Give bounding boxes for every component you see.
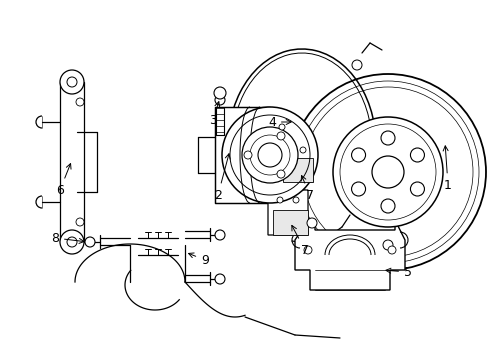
Polygon shape — [283, 158, 312, 182]
Circle shape — [276, 170, 285, 178]
Circle shape — [351, 182, 365, 196]
Polygon shape — [267, 190, 307, 235]
Polygon shape — [294, 220, 404, 290]
Polygon shape — [272, 210, 307, 235]
Circle shape — [67, 237, 77, 247]
Text: 6: 6 — [56, 163, 71, 197]
Circle shape — [332, 117, 442, 227]
Circle shape — [215, 230, 224, 240]
Text: 7: 7 — [301, 176, 313, 202]
Circle shape — [244, 151, 251, 159]
Circle shape — [276, 197, 283, 203]
Circle shape — [299, 147, 305, 153]
Circle shape — [276, 132, 285, 140]
Circle shape — [351, 60, 361, 70]
Circle shape — [292, 197, 298, 203]
Circle shape — [286, 147, 292, 153]
Text: 2: 2 — [214, 154, 230, 202]
Circle shape — [76, 218, 84, 226]
Text: 8: 8 — [51, 231, 84, 244]
Text: 3: 3 — [209, 102, 219, 126]
Circle shape — [60, 70, 84, 94]
Circle shape — [222, 107, 317, 203]
Circle shape — [279, 124, 285, 130]
Circle shape — [304, 246, 311, 254]
Circle shape — [382, 240, 392, 250]
Text: 4: 4 — [267, 116, 290, 129]
Text: 9: 9 — [188, 253, 208, 266]
Polygon shape — [60, 72, 84, 252]
Circle shape — [409, 148, 424, 162]
Text: 1: 1 — [442, 146, 451, 192]
Circle shape — [76, 98, 84, 106]
Polygon shape — [276, 138, 312, 182]
Circle shape — [215, 274, 224, 284]
Circle shape — [258, 143, 282, 167]
Circle shape — [387, 246, 395, 254]
Polygon shape — [215, 107, 269, 203]
Text: 7: 7 — [291, 225, 308, 256]
Circle shape — [351, 148, 365, 162]
Circle shape — [214, 87, 225, 99]
Circle shape — [85, 237, 95, 247]
Circle shape — [67, 77, 77, 87]
Circle shape — [306, 218, 316, 228]
Circle shape — [380, 131, 394, 145]
Circle shape — [409, 182, 424, 196]
Circle shape — [60, 230, 84, 254]
Circle shape — [242, 127, 297, 183]
Text: 5: 5 — [385, 266, 411, 279]
Circle shape — [371, 156, 403, 188]
Circle shape — [215, 95, 224, 105]
Circle shape — [289, 74, 485, 270]
Circle shape — [380, 199, 394, 213]
